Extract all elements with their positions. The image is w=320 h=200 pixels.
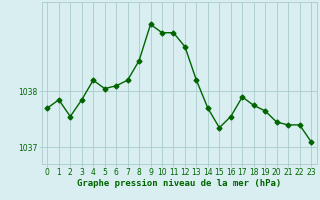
X-axis label: Graphe pression niveau de la mer (hPa): Graphe pression niveau de la mer (hPa) bbox=[77, 179, 281, 188]
